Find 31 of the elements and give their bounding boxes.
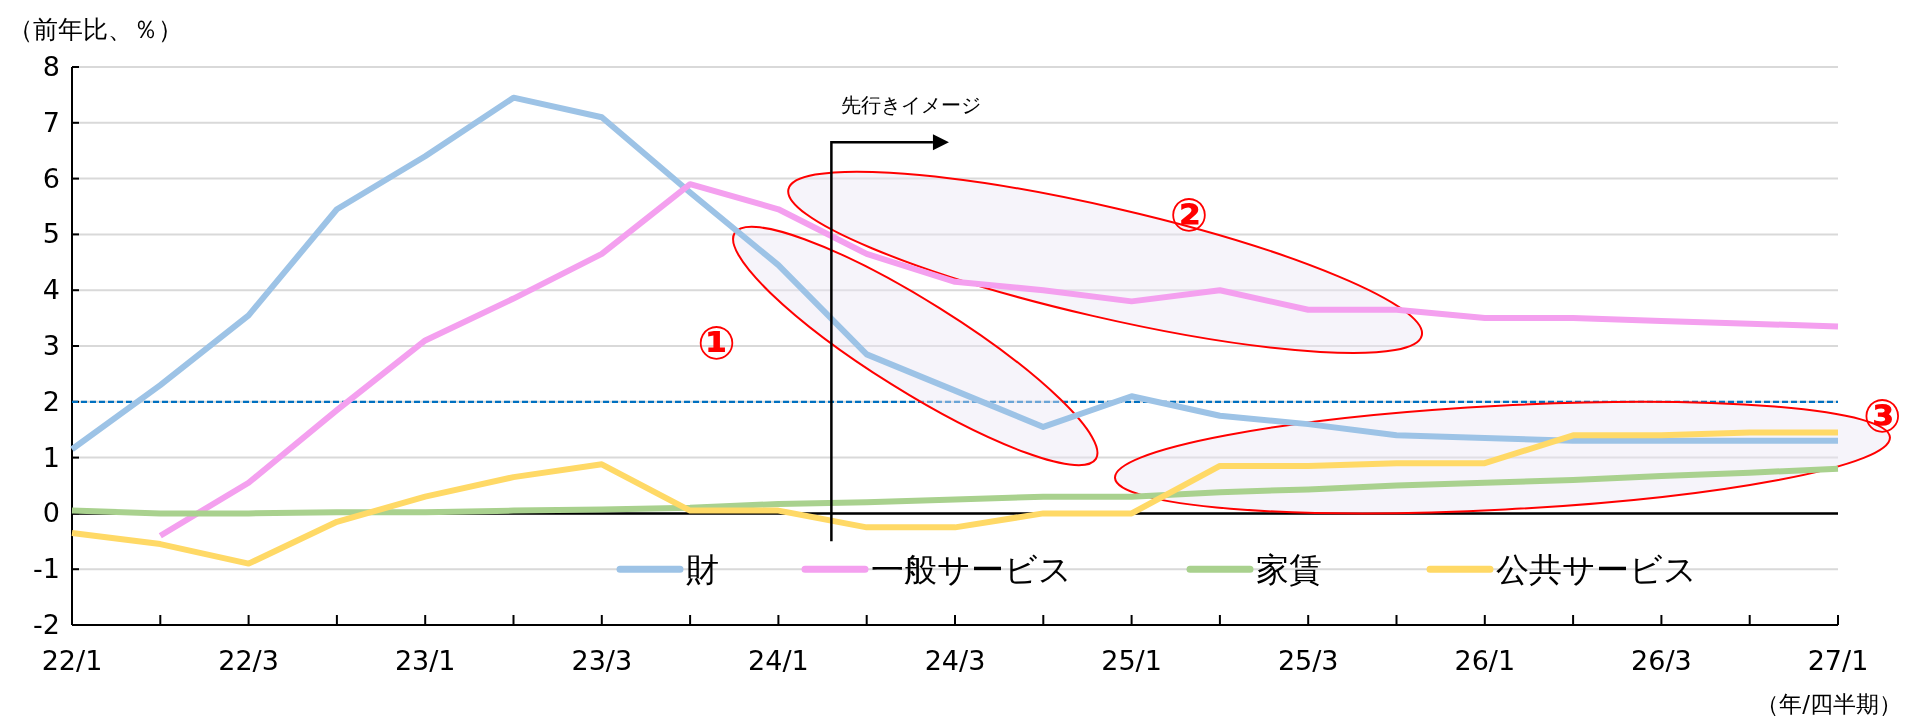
- y-axis-title: （前年比、％）: [8, 15, 183, 44]
- legend-label: 財: [686, 550, 719, 590]
- text: ③: [1862, 388, 1902, 443]
- y-tick-label: -2: [33, 609, 60, 640]
- y-tick-label: 6: [42, 162, 60, 194]
- x-tick-label: 24/1: [748, 645, 809, 676]
- x-tick-label: 25/3: [1277, 645, 1339, 676]
- y-tick-label: 5: [42, 218, 60, 250]
- x-tick-label: 27/1: [1807, 645, 1869, 676]
- x-tick-label: 23/3: [571, 645, 633, 676]
- y-tick-label: 1: [42, 441, 60, 473]
- x-axis-title: （年/四半期）: [1756, 691, 1902, 717]
- legend-label: 家賃: [1256, 550, 1322, 590]
- annotation: 先行きイメージ: [841, 92, 982, 117]
- x-tick-label: 22/3: [218, 645, 279, 676]
- y-tick-label: 3: [42, 330, 60, 361]
- y-tick-label: 7: [42, 106, 60, 138]
- legend-label: 一般サービス: [871, 550, 1072, 590]
- x-tick-label: 26/1: [1454, 645, 1516, 676]
- y-tick-label: 2: [42, 385, 60, 417]
- y-tick-label: 0: [42, 497, 60, 529]
- x-tick-label: 22/1: [41, 645, 103, 676]
- y-tick-label: 8: [42, 51, 60, 82]
- x-tick-label: 26/3: [1631, 645, 1692, 676]
- x-tick-label: 23/1: [394, 645, 456, 676]
- x-tick-label: 25/1: [1101, 645, 1162, 676]
- y-tick-label: -1: [33, 553, 60, 585]
- legend-label: 公共サービス: [1496, 550, 1697, 590]
- y-tick-label: 4: [42, 274, 60, 306]
- annotation: ①: [697, 316, 737, 371]
- x-tick-label: 24/3: [924, 645, 986, 676]
